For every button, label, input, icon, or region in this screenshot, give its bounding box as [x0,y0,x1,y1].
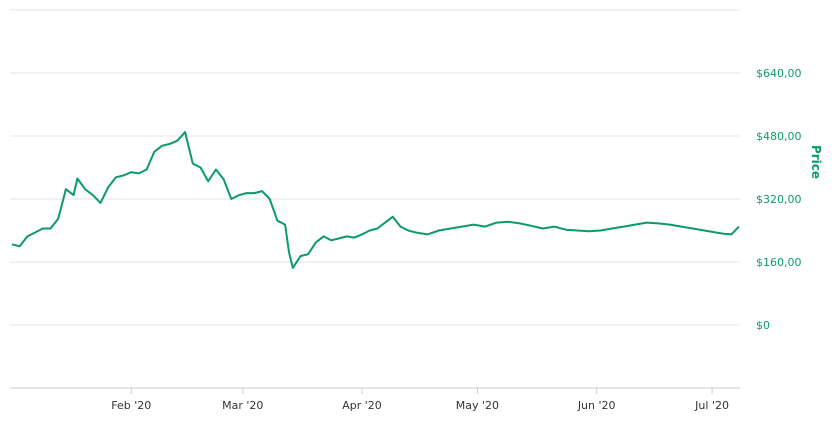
x-tick-label: Apr '20 [342,399,382,412]
y-tick-label: $160,00 [756,256,802,269]
y-tick-label: $0 [756,319,770,332]
gridlines [10,9,740,326]
x-tick-label: Feb '20 [111,399,151,412]
x-tick-label: Mar '20 [222,399,263,412]
y-tick-label: $640,00 [756,67,802,80]
y-axis-tick-labels: $640,00 $480,00 $320,00 $160,00 $0 [756,67,802,332]
y-tick-label: $320,00 [756,193,802,206]
y-tick-label: $480,00 [756,130,802,143]
y-axis-title: Price [809,145,823,179]
price-series-line [11,131,740,269]
x-tick-label: May '20 [456,399,499,412]
x-tick-label: Jul '20 [694,399,729,412]
x-axis-tick-labels: Feb '20 Mar '20 Apr '20 May '20 Jun '20 Jul '… [111,388,729,412]
x-tick-label: Jun '20 [577,399,616,412]
